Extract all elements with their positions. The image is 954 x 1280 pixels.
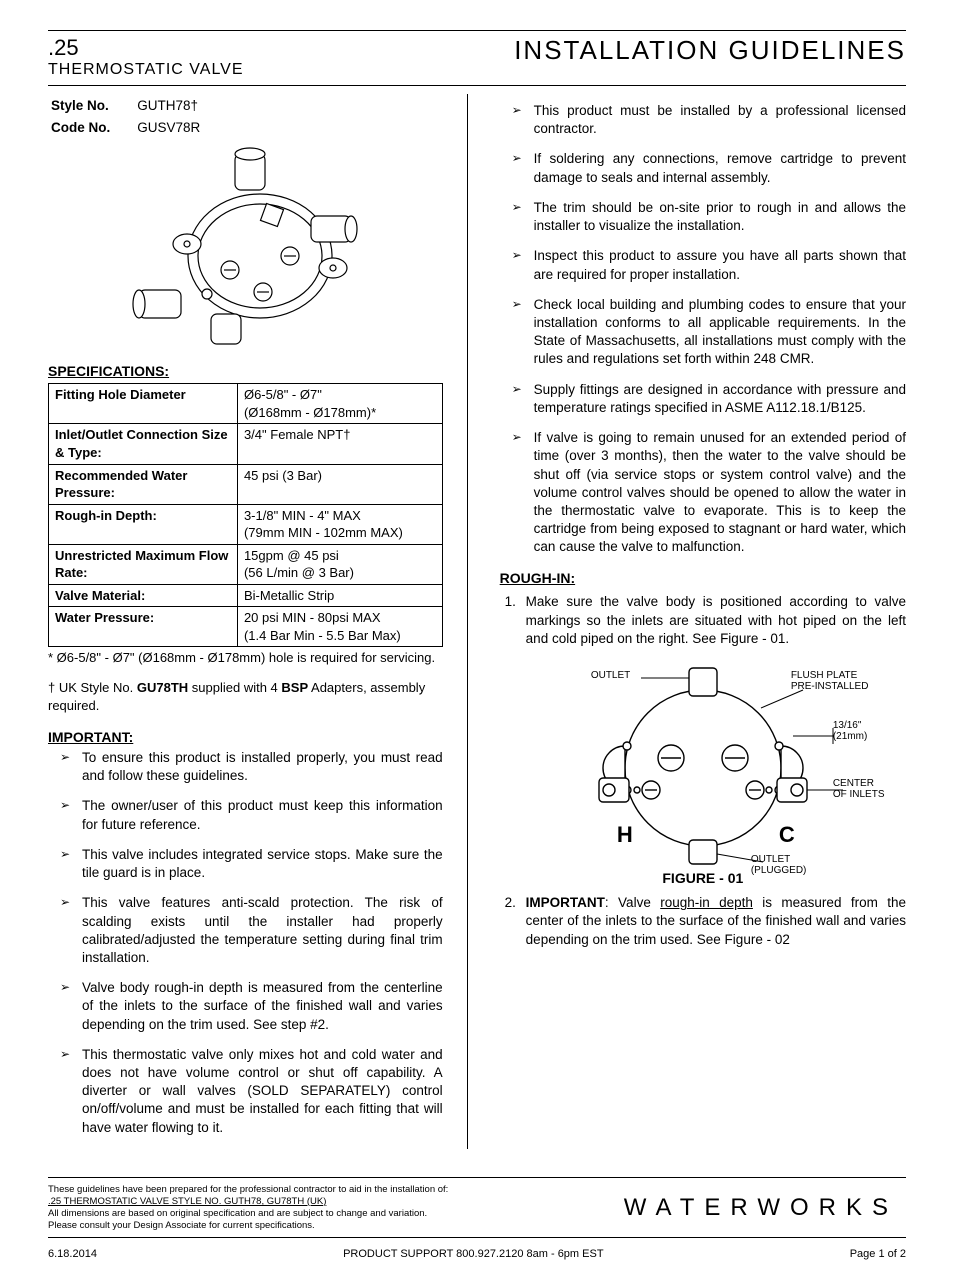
spec-label: Valve Material:: [49, 584, 238, 607]
two-column-body: Style No. GUTH78† Code No. GUSV78R: [48, 94, 906, 1149]
specifications-table: Fitting Hole DiameterØ6-5/8" - Ø7" (Ø168…: [48, 383, 443, 647]
important-list: To ensure this product is installed prop…: [48, 749, 443, 1137]
style-value: GUTH78†: [136, 96, 224, 116]
spec-label: Fitting Hole Diameter: [49, 384, 238, 424]
rough-in-list: Make sure the valve body is positioned a…: [500, 593, 906, 648]
spec-label: Recommended Water Pressure:: [49, 464, 238, 504]
rough-in-list-cont: IMPORTANT: Valve rough-in depth is measu…: [500, 894, 906, 949]
footnote2-bold2: BSP: [281, 680, 308, 695]
footnote2-prefix: † UK Style No.: [48, 680, 137, 695]
document-page: .25 THERMOSTATIC VALVE INSTALLATION GUID…: [0, 0, 954, 1280]
spec-value: 3/4" Female NPT†: [237, 424, 442, 464]
guideline-item: If soldering any connections, remove car…: [512, 150, 906, 186]
doc-title: INSTALLATION GUIDELINES: [514, 35, 906, 66]
footnote2-mid: supplied with 4: [188, 680, 281, 695]
column-divider: [467, 94, 468, 1149]
spec-value: 20 psi MIN - 80psi MAX (1.4 Bar Min - 5.…: [237, 607, 442, 647]
label-cold: C: [779, 820, 795, 850]
footer-support: PRODUCT SUPPORT 800.927.2120 8am - 6pm E…: [343, 1248, 603, 1260]
spec-label: Inlet/Outlet Connection Size & Type:: [49, 424, 238, 464]
style-label: Style No.: [50, 96, 134, 116]
figure-01: OUTLET FLUSH PLATE PRE-INSTALLED 13/16" …: [533, 658, 873, 888]
spec-value: 3-1/8" MIN - 4" MAX (79mm MIN - 102mm MA…: [237, 504, 442, 544]
spec-row: Rough-in Depth:3-1/8" MIN - 4" MAX (79mm…: [49, 504, 443, 544]
disclaimer-line2: .25 THERMOSTATIC VALVE STYLE NO. GUTH78,…: [48, 1196, 600, 1208]
rough2-a: : Valve: [605, 895, 660, 910]
spec-label: Unrestricted Maximum Flow Rate:: [49, 544, 238, 584]
guideline-item: If valve is going to remain unused for a…: [512, 429, 906, 557]
product-subtitle: THERMOSTATIC VALVE: [48, 61, 244, 79]
valve-isometric-illustration: [115, 146, 375, 356]
brand-logo: WATERWORKS: [600, 1194, 906, 1222]
guideline-item: The trim should be on-site prior to roug…: [512, 199, 906, 235]
guideline-item: Inspect this product to assure you have …: [512, 247, 906, 283]
figure-caption: FIGURE - 01: [533, 869, 873, 888]
spec-label: Water Pressure:: [49, 607, 238, 647]
header: .25 THERMOSTATIC VALVE INSTALLATION GUID…: [48, 31, 906, 86]
disclaimer-line1: These guidelines have been prepared for …: [48, 1184, 600, 1196]
important-item: Valve body rough-in depth is measured fr…: [60, 979, 443, 1034]
spec-value: 15gpm @ 45 psi (56 L/min @ 3 Bar): [237, 544, 442, 584]
guideline-item: This product must be installed by a prof…: [512, 102, 906, 138]
rough2-bold: IMPORTANT: [526, 895, 605, 910]
spec-row: Water Pressure:20 psi MIN - 80psi MAX (1…: [49, 607, 443, 647]
spec-value: Bi-Metallic Strip: [237, 584, 442, 607]
model-number: .25: [48, 35, 244, 61]
important-item: To ensure this product is installed prop…: [60, 749, 443, 785]
disclaimer-line4: Please consult your Design Associate for…: [48, 1220, 600, 1232]
label-dimension: 13/16" (21mm): [833, 720, 867, 742]
disclaimer-block: These guidelines have been prepared for …: [48, 1177, 906, 1239]
specifications-heading: SPECIFICATIONS:: [48, 362, 443, 381]
footnote-dagger: † UK Style No. GU78TH supplied with 4 BS…: [48, 679, 443, 714]
left-column: Style No. GUTH78† Code No. GUSV78R: [48, 94, 443, 1149]
footer-page: Page 1 of 2: [850, 1248, 906, 1260]
label-hot: H: [617, 820, 633, 850]
guideline-item: Supply fittings are designed in accordan…: [512, 381, 906, 417]
important-item: The owner/user of this product must keep…: [60, 797, 443, 833]
rough2-u: rough-in depth: [660, 895, 753, 910]
right-column: This product must be installed by a prof…: [492, 94, 906, 1149]
important-item: This thermostatic valve only mixes hot a…: [60, 1046, 443, 1137]
spec-row: Valve Material:Bi-Metallic Strip: [49, 584, 443, 607]
spec-row: Fitting Hole DiameterØ6-5/8" - Ø7" (Ø168…: [49, 384, 443, 424]
important-item: This valve includes integrated service s…: [60, 846, 443, 882]
spec-label: Rough-in Depth:: [49, 504, 238, 544]
footnote-asterisk: * Ø6-5/8" - Ø7" (Ø168mm - Ø178mm) hole i…: [48, 649, 443, 667]
footer-date: 6.18.2014: [48, 1248, 97, 1260]
rough-in-step-1: Make sure the valve body is positioned a…: [520, 593, 906, 648]
spec-row: Inlet/Outlet Connection Size & Type:3/4"…: [49, 424, 443, 464]
footnote2-bold1: GU78TH: [137, 680, 188, 695]
rough-in-step-2: IMPORTANT: Valve rough-in depth is measu…: [520, 894, 906, 949]
rough-in-heading: ROUGH-IN:: [500, 569, 906, 588]
label-outlet: OUTLET: [591, 670, 630, 681]
spec-value: 45 psi (3 Bar): [237, 464, 442, 504]
code-label: Code No.: [50, 118, 134, 138]
disclaimer-text: These guidelines have been prepared for …: [48, 1184, 600, 1232]
important-item: This valve features anti-scald protectio…: [60, 894, 443, 967]
label-flush-plate: FLUSH PLATE PRE-INSTALLED: [791, 670, 869, 692]
header-left: .25 THERMOSTATIC VALVE: [48, 35, 244, 79]
spec-row: Recommended Water Pressure:45 psi (3 Bar…: [49, 464, 443, 504]
guideline-item: Check local building and plumbing codes …: [512, 296, 906, 369]
important-heading: IMPORTANT:: [48, 728, 443, 747]
guidelines-list: This product must be installed by a prof…: [500, 102, 906, 557]
spec-value: Ø6-5/8" - Ø7" (Ø168mm - Ø178mm)*: [237, 384, 442, 424]
code-value: GUSV78R: [136, 118, 224, 138]
disclaimer-line3: All dimensions are based on original spe…: [48, 1208, 600, 1220]
style-code-block: Style No. GUTH78† Code No. GUSV78R: [48, 94, 443, 140]
footer: 6.18.2014 PRODUCT SUPPORT 800.927.2120 8…: [48, 1248, 906, 1260]
spec-row: Unrestricted Maximum Flow Rate:15gpm @ 4…: [49, 544, 443, 584]
label-center-inlets: CENTER OF INLETS: [833, 778, 885, 800]
